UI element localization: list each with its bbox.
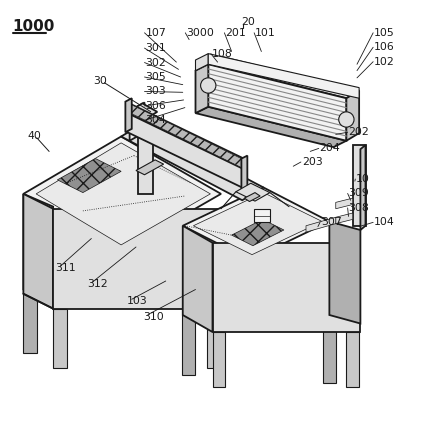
Polygon shape [241,155,247,191]
Text: 104: 104 [374,218,395,227]
Polygon shape [183,226,212,332]
Polygon shape [130,104,246,170]
Text: 40: 40 [28,131,42,140]
Polygon shape [121,124,264,200]
Polygon shape [207,309,221,368]
Polygon shape [346,91,359,141]
Polygon shape [208,64,346,141]
Polygon shape [23,294,37,353]
Text: 303: 303 [145,86,166,97]
Text: 307: 307 [321,218,342,227]
Text: 101: 101 [255,28,276,38]
Polygon shape [125,98,132,132]
Polygon shape [57,159,121,193]
Text: 30: 30 [94,76,108,86]
Polygon shape [208,57,359,98]
Polygon shape [212,332,225,387]
Polygon shape [23,194,53,307]
Polygon shape [130,102,144,141]
Polygon shape [138,136,153,194]
Polygon shape [53,209,221,309]
Polygon shape [196,54,208,70]
Polygon shape [36,143,210,245]
Polygon shape [232,219,284,246]
Text: 309: 309 [348,188,369,198]
Polygon shape [336,213,353,224]
Text: 105: 105 [374,28,395,38]
Circle shape [339,112,354,127]
Text: 304: 304 [145,115,166,125]
Text: 3000: 3000 [186,28,214,38]
Polygon shape [353,145,366,226]
Polygon shape [336,198,353,209]
Text: 308: 308 [348,203,369,213]
Polygon shape [130,103,157,120]
Polygon shape [196,107,346,147]
Text: 106: 106 [374,42,395,52]
Text: 201: 201 [225,28,246,38]
Text: 204: 204 [320,144,340,153]
Polygon shape [329,222,360,323]
Polygon shape [323,323,336,383]
Polygon shape [136,160,164,175]
Text: 302: 302 [145,58,166,67]
Polygon shape [23,136,221,251]
Polygon shape [183,187,329,260]
Polygon shape [182,315,195,374]
Circle shape [201,78,216,93]
Text: 305: 305 [145,72,166,82]
Text: 310: 310 [143,312,164,322]
Text: 102: 102 [374,57,395,67]
Polygon shape [208,54,359,98]
Polygon shape [193,193,322,255]
Text: 108: 108 [212,49,232,58]
Text: 107: 107 [145,28,166,38]
Polygon shape [306,217,336,232]
Polygon shape [128,113,246,190]
Text: 312: 312 [87,280,108,289]
Text: 301: 301 [145,43,166,53]
Text: 202: 202 [348,127,369,137]
Polygon shape [236,183,270,201]
Text: 1000: 1000 [13,19,55,35]
Polygon shape [53,309,67,368]
Polygon shape [212,243,360,332]
Polygon shape [360,145,366,230]
Text: 306: 306 [145,101,166,111]
Polygon shape [244,193,260,202]
Polygon shape [196,64,208,113]
Polygon shape [23,194,53,309]
Polygon shape [346,332,359,387]
Text: 203: 203 [302,157,323,167]
Polygon shape [128,102,246,171]
Text: 10: 10 [356,174,370,184]
Text: 311: 311 [55,263,76,273]
Polygon shape [254,209,270,222]
Text: 20: 20 [241,17,255,27]
Text: 103: 103 [127,296,147,307]
